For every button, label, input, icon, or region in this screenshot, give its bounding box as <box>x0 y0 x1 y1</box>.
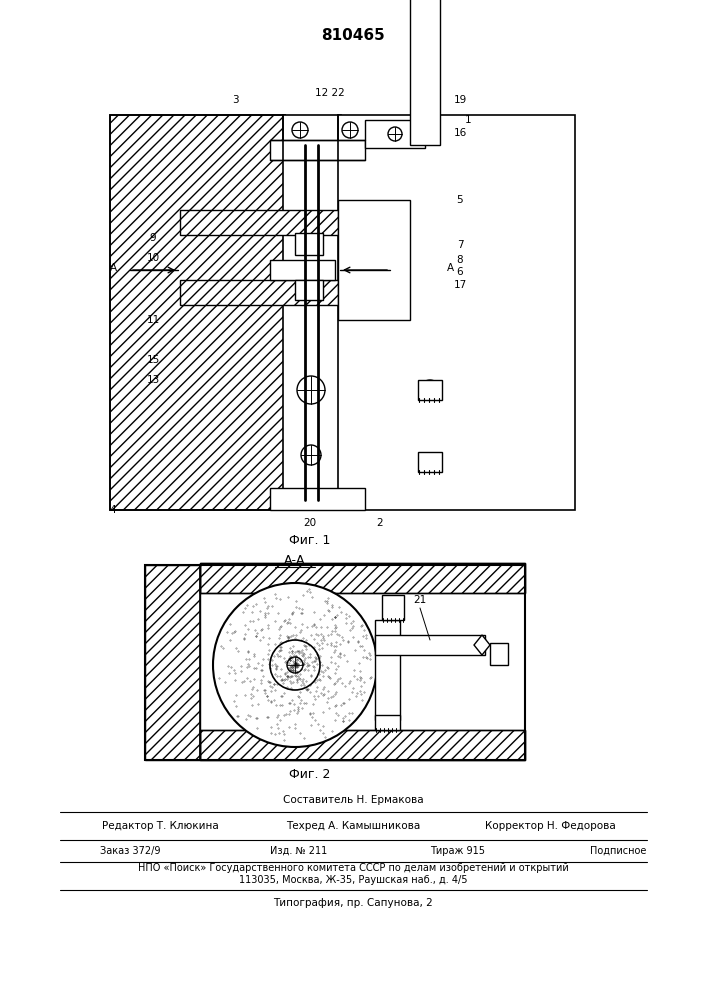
Text: Заказ 372/9: Заказ 372/9 <box>100 846 160 856</box>
Text: 2: 2 <box>377 518 383 528</box>
Text: Тираж 915: Тираж 915 <box>430 846 485 856</box>
Text: 3: 3 <box>232 95 238 105</box>
Bar <box>375 635 485 655</box>
Text: 9: 9 <box>150 233 156 243</box>
Bar <box>180 280 338 305</box>
Bar <box>110 115 285 510</box>
Bar <box>145 565 525 760</box>
Text: 8: 8 <box>457 255 463 265</box>
Circle shape <box>388 127 402 141</box>
Circle shape <box>270 640 320 690</box>
Text: Составитель Н. Ермакова: Составитель Н. Ермакова <box>283 795 423 805</box>
Text: 21: 21 <box>414 595 426 605</box>
Text: 15: 15 <box>146 355 160 365</box>
Text: 7: 7 <box>457 240 463 250</box>
Text: 17: 17 <box>453 280 467 290</box>
Text: А: А <box>446 263 454 273</box>
Bar <box>200 563 525 593</box>
Text: 19: 19 <box>453 95 467 105</box>
Bar <box>180 210 338 235</box>
Bar <box>283 115 341 510</box>
Text: 20: 20 <box>303 518 317 528</box>
Bar <box>110 115 285 510</box>
Bar <box>375 620 400 720</box>
Circle shape <box>292 122 308 138</box>
Bar <box>295 280 323 300</box>
Bar <box>338 115 575 510</box>
Bar <box>418 380 442 400</box>
Text: 1: 1 <box>464 115 472 125</box>
Text: 4: 4 <box>110 505 117 515</box>
Text: Фиг. 1: Фиг. 1 <box>289 534 331 546</box>
Text: 11: 11 <box>146 315 160 325</box>
Text: 13: 13 <box>146 375 160 385</box>
Text: 5: 5 <box>457 195 463 205</box>
Bar <box>270 488 365 510</box>
Circle shape <box>297 376 325 404</box>
Text: 113035, Москва, Ж-35, Раушская наб., д. 4/5: 113035, Москва, Ж-35, Раушская наб., д. … <box>239 875 467 885</box>
Bar <box>270 140 365 160</box>
Bar <box>338 200 410 320</box>
Text: 12 22: 12 22 <box>315 88 345 98</box>
Text: НПО «Поиск» Государственного комитета СССР по делам изобретений и открытий: НПО «Поиск» Государственного комитета СС… <box>138 863 568 873</box>
Circle shape <box>420 380 440 400</box>
Bar <box>200 730 525 760</box>
Text: Техред А. Камышникова: Техред А. Камышникова <box>286 821 420 831</box>
Text: Редактор Т. Клюкина: Редактор Т. Клюкина <box>102 821 218 831</box>
Circle shape <box>301 445 321 465</box>
Text: Изд. № 211: Изд. № 211 <box>270 846 327 856</box>
Bar <box>490 643 508 665</box>
Bar <box>200 563 525 593</box>
Polygon shape <box>474 635 490 655</box>
Circle shape <box>287 657 303 673</box>
Bar <box>375 715 400 730</box>
Bar <box>382 595 404 620</box>
Bar <box>295 233 323 255</box>
Text: 10: 10 <box>146 253 160 263</box>
Text: 810465: 810465 <box>321 27 385 42</box>
Bar <box>418 452 442 472</box>
Text: Типография, пр. Сапунова, 2: Типография, пр. Сапунова, 2 <box>273 898 433 908</box>
Text: 16: 16 <box>453 128 467 138</box>
Text: А: А <box>110 263 117 273</box>
Bar <box>365 120 425 148</box>
Circle shape <box>342 122 358 138</box>
Text: Корректор Н. Федорова: Корректор Н. Федорова <box>484 821 615 831</box>
Bar <box>200 730 525 760</box>
Text: Фиг. 2: Фиг. 2 <box>289 768 331 782</box>
Text: Подписное: Подписное <box>590 846 646 856</box>
Bar <box>180 280 338 305</box>
Bar <box>270 260 335 280</box>
Bar <box>145 565 200 760</box>
Bar <box>145 565 200 760</box>
Bar <box>180 210 338 235</box>
Text: 6: 6 <box>457 267 463 277</box>
Bar <box>410 0 440 145</box>
Circle shape <box>213 583 377 747</box>
Text: А-А: А-А <box>284 554 305 566</box>
